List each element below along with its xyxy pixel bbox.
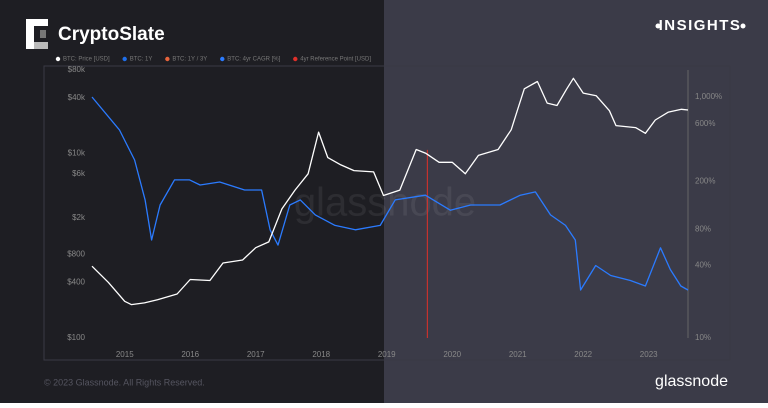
brand-logo [26,19,48,49]
series-line [91,96,689,291]
y-tick-label: $100 [67,333,85,342]
legend-label: BTC: 1Y / 3Y [172,57,207,63]
y2-tick-label: 10% [695,333,711,342]
legend-label: BTC: 1Y [130,57,153,63]
y-tick-label: $10k [68,148,86,157]
legend-label: BTC: Price [USD] [63,57,110,63]
legend-swatch [55,56,61,62]
glassnode-logo: glassnode [655,373,728,390]
background-right [384,0,768,403]
x-tick-label: 2018 [312,350,330,359]
y2-tick-label: 1,000% [695,92,722,101]
x-tick-label: 2017 [247,350,265,359]
badge: INSIGHTS [659,17,742,34]
legend-swatch [165,56,170,62]
y2-tick-label: 80% [695,224,711,233]
y-tick-label: $6k [72,169,86,178]
x-tick-label: 2020 [443,350,461,359]
x-tick-label: 2016 [181,350,199,359]
badge-dot [740,23,746,29]
y2-tick-label: 40% [695,261,711,270]
legend-label: 4yr Reference Point [USD] [300,57,371,63]
y-tick-label: $800 [67,250,85,259]
x-tick-label: 2023 [640,350,658,359]
y-tick-label: $80k [68,65,86,74]
brand: CryptoSlate [58,24,165,45]
legend-swatch [293,56,298,62]
x-tick-label: 2015 [116,350,134,359]
footer: © 2023 Glassnode. All Rights Reserved. [44,377,205,387]
x-tick-label: 2021 [509,350,527,359]
background-left [0,0,384,403]
y2-tick-label: 200% [695,176,715,185]
legend-label: BTC: 4yr CAGR [%] [227,57,280,63]
y-tick-label: $400 [67,278,85,287]
x-tick-label: 2019 [378,350,396,359]
y-tick-label: $40k [68,93,86,102]
plot-frame [43,65,731,361]
y-tick-label: $2k [72,213,86,222]
x-tick-label: 2022 [574,350,592,359]
legend-swatch [122,56,127,62]
series-line [91,77,689,306]
legend-swatch [220,56,225,62]
badge-dot [655,23,661,29]
y2-tick-label: 600% [695,119,715,128]
